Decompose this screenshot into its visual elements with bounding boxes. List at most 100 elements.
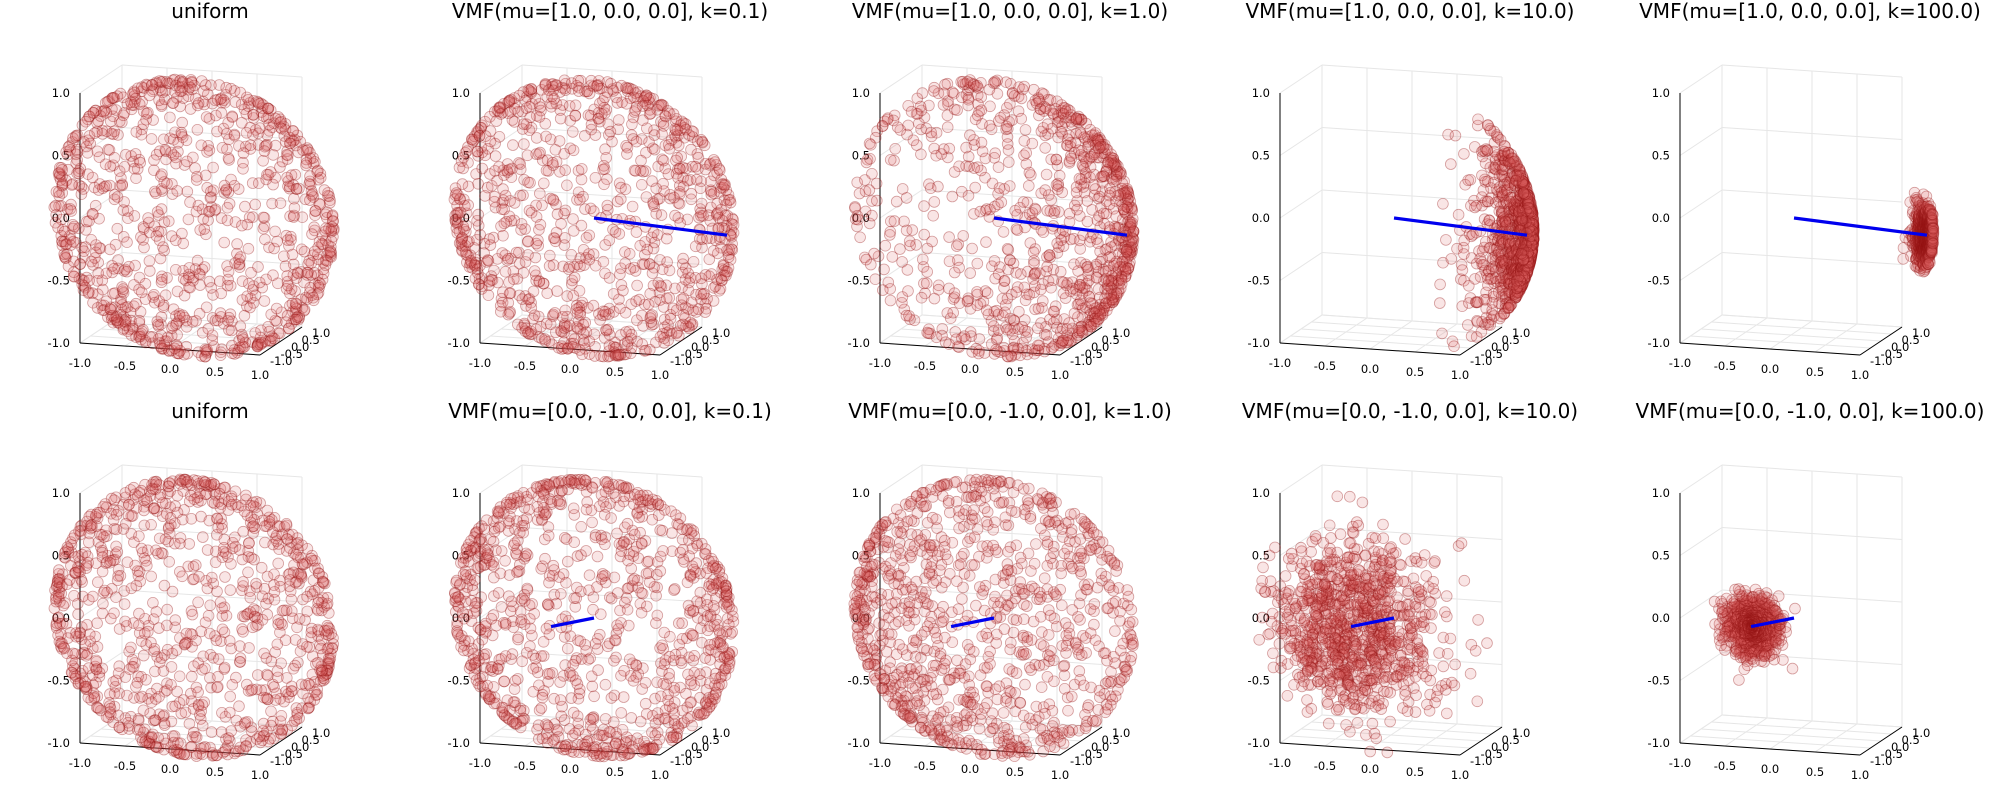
sample-point <box>547 157 558 168</box>
sample-point <box>306 258 317 269</box>
sample-point <box>864 185 875 196</box>
z-tick-label: -1.0 <box>1248 336 1270 350</box>
sample-point <box>165 112 176 123</box>
z-tick-label: -1.0 <box>1648 336 1670 350</box>
z-tick-label: -0.5 <box>1248 274 1270 288</box>
sample-point <box>621 327 632 338</box>
sample-point <box>119 197 130 208</box>
sample-point <box>535 219 546 230</box>
sample-point <box>1473 114 1484 125</box>
sample-point <box>548 194 559 205</box>
sample-point <box>891 196 902 207</box>
sample-point <box>1489 146 1500 157</box>
sample-point <box>1028 247 1039 258</box>
sample-point <box>976 92 987 103</box>
sample-point <box>272 236 283 247</box>
sample-point <box>922 266 933 277</box>
sample-point <box>223 153 234 164</box>
sample-point <box>1499 146 1510 157</box>
sample-point <box>1483 273 1494 284</box>
sample-point <box>698 211 709 222</box>
sample-point <box>203 323 214 334</box>
sample-point <box>533 235 544 246</box>
sample-point <box>258 212 269 223</box>
sample-point <box>523 250 534 261</box>
z-tick-label: 0.0 <box>1652 211 1670 225</box>
sample-point <box>937 330 948 341</box>
grid-line <box>1680 253 1722 281</box>
sample-point <box>318 268 329 279</box>
x-tick-label: -1.0 <box>69 356 91 370</box>
grid-line <box>1280 253 1322 281</box>
sample-point <box>1082 216 1093 227</box>
sample-point <box>162 178 173 189</box>
sample-point <box>223 187 234 198</box>
sample-point <box>1005 78 1016 89</box>
sample-point <box>294 183 305 194</box>
sample-point <box>511 247 522 258</box>
sample-point <box>903 286 914 297</box>
sample-point <box>568 145 579 156</box>
sample-point <box>696 273 707 284</box>
sample-point <box>871 195 882 206</box>
sample-point <box>232 239 243 250</box>
sample-point <box>615 303 626 314</box>
sample-point <box>865 153 876 164</box>
sample-point <box>584 249 595 260</box>
sample-point <box>508 140 519 151</box>
sample-point <box>686 194 697 205</box>
sample-point <box>183 214 194 225</box>
grid-line <box>1712 322 1892 334</box>
z-tick-label: 0.5 <box>1652 149 1670 163</box>
z-tick-label: -1.0 <box>848 336 870 350</box>
sample-point <box>933 181 944 192</box>
sample-point <box>122 237 133 248</box>
z-tick-label: -0.5 <box>1648 274 1670 288</box>
panel-title: VMF(mu=[1.0, 0.0, 0.0], k=1.0) <box>852 0 1168 23</box>
sample-point <box>929 293 940 304</box>
sample-point <box>240 201 251 212</box>
sample-point <box>618 285 629 296</box>
sample-point <box>607 136 618 147</box>
sample-point <box>211 110 222 121</box>
sample-point <box>238 163 249 174</box>
sample-point <box>919 229 930 240</box>
sample-point <box>1104 222 1115 233</box>
sample-point <box>1013 343 1024 354</box>
sample-point <box>538 178 549 189</box>
sample-point <box>282 310 293 321</box>
sample-point <box>1069 308 1080 319</box>
sample-point <box>599 179 610 190</box>
sample-point <box>622 149 633 160</box>
sample-point <box>519 139 530 150</box>
sample-point <box>948 307 959 318</box>
sample-point <box>172 186 183 197</box>
sample-point <box>629 165 640 176</box>
sample-point <box>1042 261 1053 272</box>
sample-point <box>236 117 247 128</box>
sample-point <box>907 225 918 236</box>
sample-point <box>259 146 270 157</box>
sample-point <box>457 179 468 190</box>
sample-point <box>1002 293 1013 304</box>
sample-point <box>503 309 514 320</box>
sample-point <box>622 83 633 94</box>
sample-point <box>1434 298 1445 309</box>
sample-point <box>855 232 866 243</box>
sample-point <box>134 315 145 326</box>
sample-point <box>224 198 235 209</box>
sample-point <box>480 191 491 202</box>
sample-point <box>602 200 613 211</box>
sample-point <box>678 253 689 264</box>
sample-point <box>480 131 491 142</box>
y-tick-label: 1.0 <box>1112 326 1130 340</box>
sample-point <box>518 267 529 278</box>
sample-point <box>57 165 68 176</box>
x-tick-label: -0.5 <box>1714 359 1736 373</box>
sample-point <box>952 105 963 116</box>
sample-point <box>890 143 901 154</box>
sample-point <box>101 107 112 118</box>
sample-point <box>206 192 217 203</box>
z-tick-label: -0.5 <box>848 274 870 288</box>
sample-point <box>500 266 511 277</box>
